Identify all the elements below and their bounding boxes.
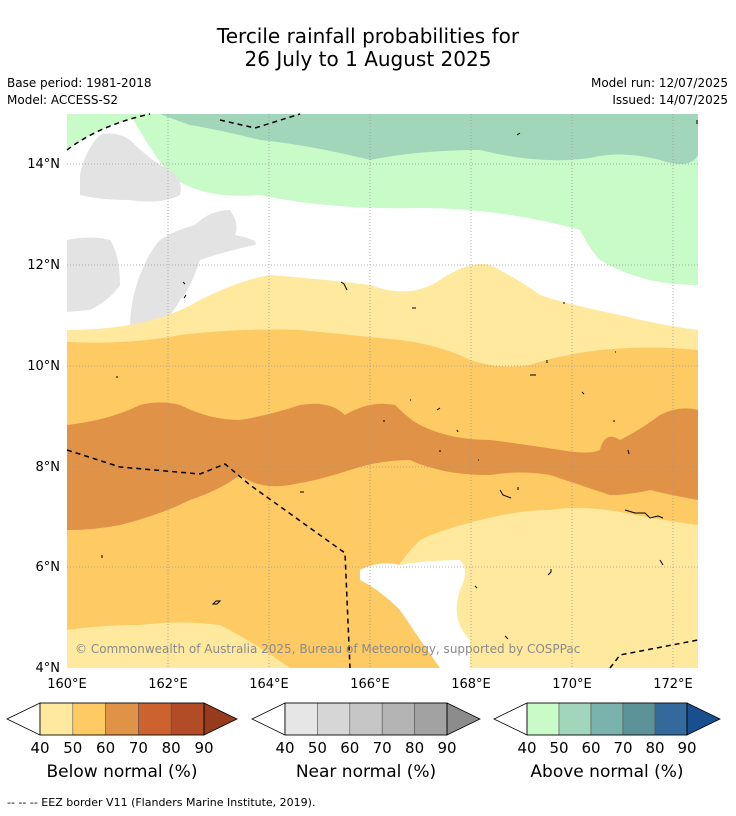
base-period-text: Base period: 1981-2018	[7, 76, 152, 90]
above-normal-label: Above normal (%)	[530, 762, 684, 782]
lat-label: 10°N	[27, 359, 60, 374]
lon-label: 160°E	[47, 677, 87, 692]
near-colorbar-tick-label: 70	[373, 739, 392, 757]
lon-label: 164°E	[249, 677, 289, 692]
near-normal-region-w	[67, 237, 120, 312]
near-colorbar-tick-label: 90	[437, 739, 456, 757]
island-markers	[101, 120, 698, 640]
lon-label: 166°E	[350, 677, 390, 692]
title-line-2: 26 July to 1 August 2025	[244, 47, 492, 71]
below-colorbar-outline	[39, 702, 205, 736]
map-plot-area	[67, 114, 698, 668]
near-normal-label: Near normal (%)	[295, 762, 437, 782]
near-colorbar-tick-label: 50	[308, 739, 327, 757]
title-line-1: Tercile rainfall probabilities for	[216, 24, 520, 48]
near-colorbar-tick-label: 80	[405, 739, 424, 757]
near-colorbar-low-arrow	[251, 702, 286, 736]
above-colorbar-tick-label: 60	[581, 739, 600, 757]
lon-label: 162°E	[148, 677, 188, 692]
near-colorbar-segment	[414, 702, 448, 736]
below-colorbar-tick-label: 80	[162, 739, 181, 757]
below-colorbar-high-arrow	[203, 702, 238, 736]
below-colorbar-segment	[138, 702, 172, 736]
below-normal-label: Below normal (%)	[46, 762, 198, 782]
above-colorbar-tick-label: 40	[517, 739, 536, 757]
lon-label: 168°E	[451, 677, 491, 692]
near-normal-region-w2	[130, 210, 256, 330]
near-colorbar-outline	[284, 702, 448, 736]
above-normal-50-region	[160, 114, 698, 164]
near-colorbar-tick-label: 40	[275, 739, 294, 757]
above-colorbar-segment	[590, 702, 624, 736]
near-colorbar-segment	[317, 702, 351, 736]
below-colorbar-tick-label: 70	[129, 739, 148, 757]
below-colorbar-tick-label: 40	[30, 739, 49, 757]
above-colorbar-tick-label: 90	[677, 739, 696, 757]
lat-label: 6°N	[36, 560, 61, 575]
below-colorbar-segment	[39, 702, 74, 736]
below-colorbar-tick-label: 90	[194, 739, 213, 757]
eez-border-lines	[66, 113, 699, 669]
map-axis-labels: 14°N 12°N 10°N 8°N 6°N 4°N 160°E 162°E 1…	[27, 157, 693, 692]
eez-footnote: -- -- -- EEZ border V11 (Flanders Marine…	[7, 796, 316, 809]
below-colorbar-tick-label: 50	[63, 739, 82, 757]
map-gridlines	[67, 114, 698, 668]
above-colorbar-segment	[526, 702, 560, 736]
lon-label: 172°E	[653, 677, 693, 692]
above-colorbar-tick-label: 50	[549, 739, 568, 757]
near-normal-region-nw	[80, 133, 181, 202]
near-colorbar-segment	[284, 702, 318, 736]
issued-text: Issued: 14/07/2025	[612, 93, 728, 107]
above-colorbar-tick-label: 80	[645, 739, 664, 757]
near-colorbar-tick-label: 60	[340, 739, 359, 757]
above-colorbar-outline	[526, 702, 688, 736]
below-colorbar-low-arrow	[6, 702, 41, 736]
below-normal-50-region	[67, 329, 698, 668]
below-colorbar-segment	[170, 702, 205, 736]
equal-chance-region-s	[360, 560, 470, 668]
legend-colorbars: 40 50 60 70 80 90 40 50 60 70 80 90 40 50 60 70 80 90	[6, 702, 721, 757]
lat-label: 4°N	[36, 661, 61, 676]
below-colorbar-segment	[105, 702, 139, 736]
below-normal-60-region	[67, 402, 698, 530]
above-colorbar-segment	[622, 702, 656, 736]
near-colorbar-segment	[349, 702, 383, 736]
above-colorbar-tick-label: 70	[613, 739, 632, 757]
near-colorbar-segment	[381, 702, 415, 736]
lat-label: 14°N	[27, 157, 60, 172]
below-colorbar-segment	[72, 702, 106, 736]
above-colorbar-high-arrow	[686, 702, 721, 736]
lat-label: 8°N	[36, 460, 61, 475]
near-colorbar-high-arrow	[446, 702, 481, 736]
lat-label: 12°N	[27, 258, 60, 273]
above-colorbar-low-arrow	[493, 702, 528, 736]
below-colorbar-tick-label: 60	[96, 739, 115, 757]
above-colorbar-segment	[558, 702, 592, 736]
model-run-text: Model run: 12/07/2025	[590, 76, 728, 90]
model-text: Model: ACCESS-S2	[7, 93, 119, 107]
copyright-text: © Commonwealth of Australia 2025, Bureau…	[75, 642, 580, 656]
lon-label: 170°E	[552, 677, 592, 692]
above-colorbar-segment	[654, 702, 688, 736]
